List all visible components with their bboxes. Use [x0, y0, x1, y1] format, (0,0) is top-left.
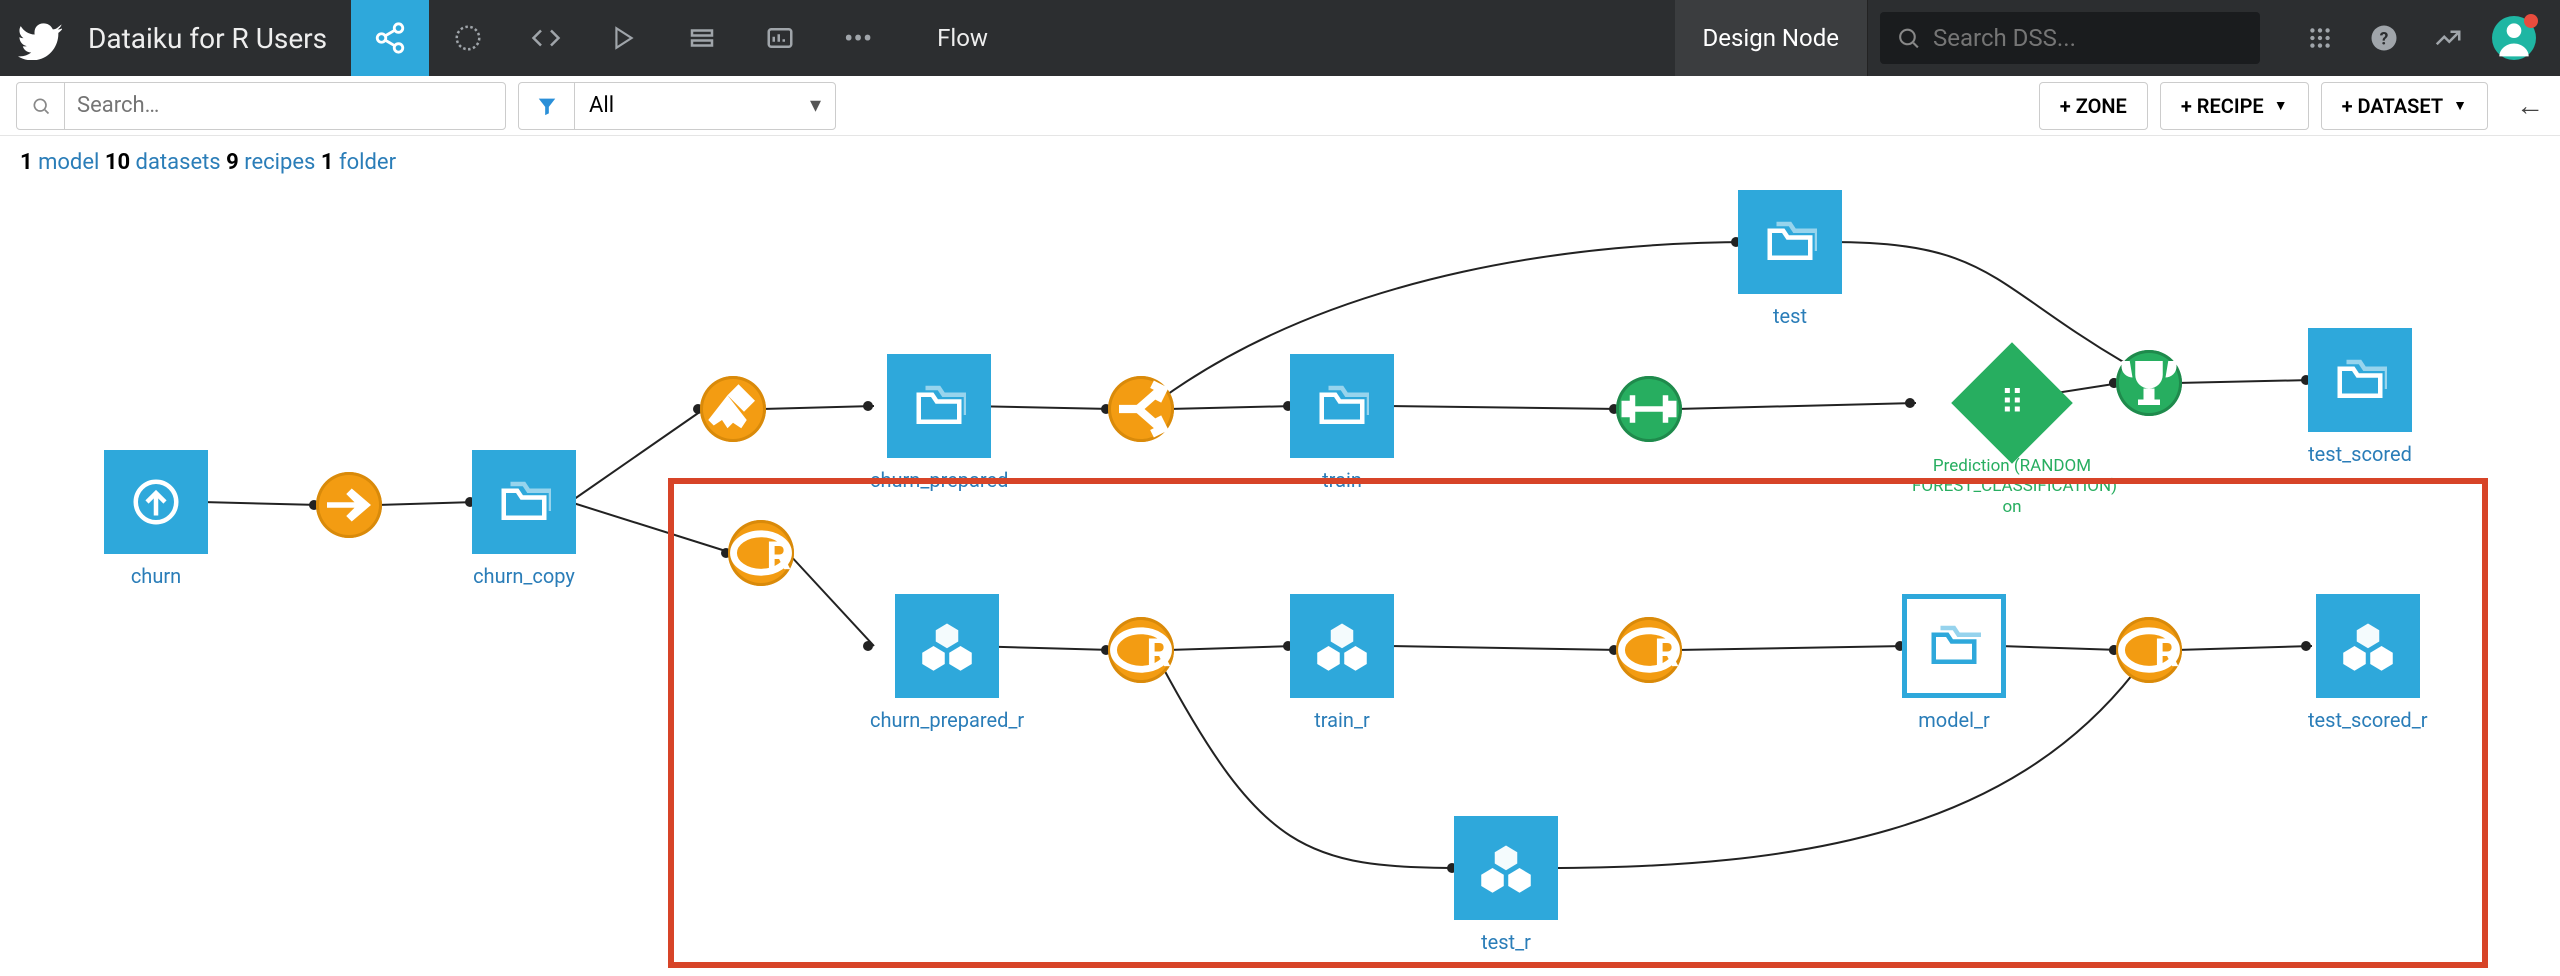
trend-icon — [2433, 23, 2463, 53]
flow-node-ml_train[interactable] — [1616, 376, 1682, 442]
layers-icon — [687, 23, 717, 53]
filter-group[interactable]: All — [518, 82, 836, 130]
code-icon — [531, 23, 561, 53]
jobs-nav-icon[interactable] — [585, 0, 663, 76]
split-shape[interactable] — [1108, 376, 1174, 442]
flow-node-sync1[interactable] — [316, 472, 382, 538]
flow-node-prepare[interactable] — [700, 376, 766, 442]
bird-icon — [18, 16, 62, 60]
flow-nav-icon[interactable] — [351, 0, 429, 76]
flow-node-score[interactable] — [2116, 350, 2182, 416]
folder-link[interactable]: folder — [339, 150, 396, 175]
flow-node-churn_prepared[interactable]: churn_prepared — [870, 354, 1008, 492]
dots-icon: ••• — [844, 22, 872, 55]
filter-select[interactable]: All — [575, 83, 835, 129]
project-title[interactable]: Dataiku for R Users — [80, 22, 351, 55]
grid-icon — [2307, 25, 2333, 51]
flow-node-churn[interactable]: churn — [104, 450, 208, 588]
flow-node-split[interactable] — [1108, 376, 1174, 442]
version-nav-icon[interactable] — [663, 0, 741, 76]
model_pred-shape[interactable]: ⠿ — [1951, 342, 2073, 464]
play-icon — [611, 25, 637, 51]
test-label: test — [1773, 304, 1807, 328]
zone-button[interactable]: + ZONE — [2039, 82, 2148, 130]
collapse-panel-icon[interactable]: ← — [2516, 89, 2544, 122]
question-icon: ? — [2369, 23, 2399, 53]
churn_copy-shape[interactable] — [472, 450, 576, 554]
flow-summary: 1 model 10 datasets 9 recipes 1 folder — [0, 136, 2560, 189]
dataiku-logo[interactable] — [0, 0, 80, 76]
flow-node-churn_copy[interactable]: churn_copy — [472, 450, 576, 588]
dashboard-icon — [765, 23, 795, 53]
topbar: Dataiku for R Users ••• Flow Design Node — [0, 0, 2560, 76]
user-avatar[interactable] — [2492, 16, 2536, 60]
apps-icon[interactable] — [2300, 18, 2340, 58]
avatar-icon — [2492, 16, 2536, 60]
global-search-input[interactable] — [1933, 24, 2244, 52]
design-node-label[interactable]: Design Node — [1675, 0, 1868, 76]
highlight-box — [668, 478, 2488, 968]
flow-toolbar: All + ZONE + RECIPE▼ + DATASET▼ ← — [0, 76, 2560, 136]
chevron-down-icon: ▼ — [2453, 97, 2467, 114]
share-icon — [373, 21, 407, 55]
test_scored-shape[interactable] — [2308, 328, 2412, 432]
ml_train-shape[interactable] — [1616, 376, 1682, 442]
churn-label: churn — [131, 564, 181, 588]
recipe-button[interactable]: + RECIPE▼ — [2160, 82, 2309, 130]
test_scored-label: test_scored — [2308, 442, 2412, 466]
datasets-link[interactable]: datasets — [136, 150, 221, 175]
filter-icon[interactable] — [519, 83, 575, 129]
circle-dashed-icon — [453, 23, 483, 53]
sync1-shape[interactable] — [316, 472, 382, 538]
model-link[interactable]: model — [38, 150, 99, 175]
flow-node-train[interactable]: train — [1290, 354, 1394, 492]
search-icon — [1896, 25, 1921, 51]
flow-node-test[interactable]: test — [1738, 190, 1842, 328]
flow-canvas[interactable]: churnchurn_copychurn_preparedtesttrain⠿P… — [0, 200, 2560, 976]
help-icon[interactable]: ? — [2364, 18, 2404, 58]
topbar-right: ? — [2276, 16, 2560, 60]
score-shape[interactable] — [2116, 350, 2182, 416]
dashboard-nav-icon[interactable] — [741, 0, 819, 76]
lab-nav-icon[interactable] — [429, 0, 507, 76]
flow-search-input[interactable] — [65, 93, 505, 118]
train-shape[interactable] — [1290, 354, 1394, 458]
flow-node-test_scored[interactable]: test_scored — [2308, 328, 2412, 466]
svg-text:?: ? — [2380, 29, 2389, 49]
test-shape[interactable] — [1738, 190, 1842, 294]
chevron-down-icon: ▼ — [2274, 97, 2288, 114]
code-nav-icon[interactable] — [507, 0, 585, 76]
page-label: Flow — [897, 24, 1028, 52]
more-nav-icon[interactable]: ••• — [819, 0, 897, 76]
prepare-shape[interactable] — [700, 376, 766, 442]
recipes-link[interactable]: recipes — [244, 150, 315, 175]
nav-icons: ••• — [351, 0, 897, 76]
churn-shape[interactable] — [104, 450, 208, 554]
churn_prepared-shape[interactable] — [887, 354, 991, 458]
flow-search[interactable] — [16, 82, 506, 130]
search-icon — [17, 83, 65, 129]
churn_copy-label: churn_copy — [473, 564, 575, 588]
global-search[interactable] — [1880, 12, 2260, 64]
dataset-button[interactable]: + DATASET▼ — [2321, 82, 2488, 130]
activity-icon[interactable] — [2428, 18, 2468, 58]
